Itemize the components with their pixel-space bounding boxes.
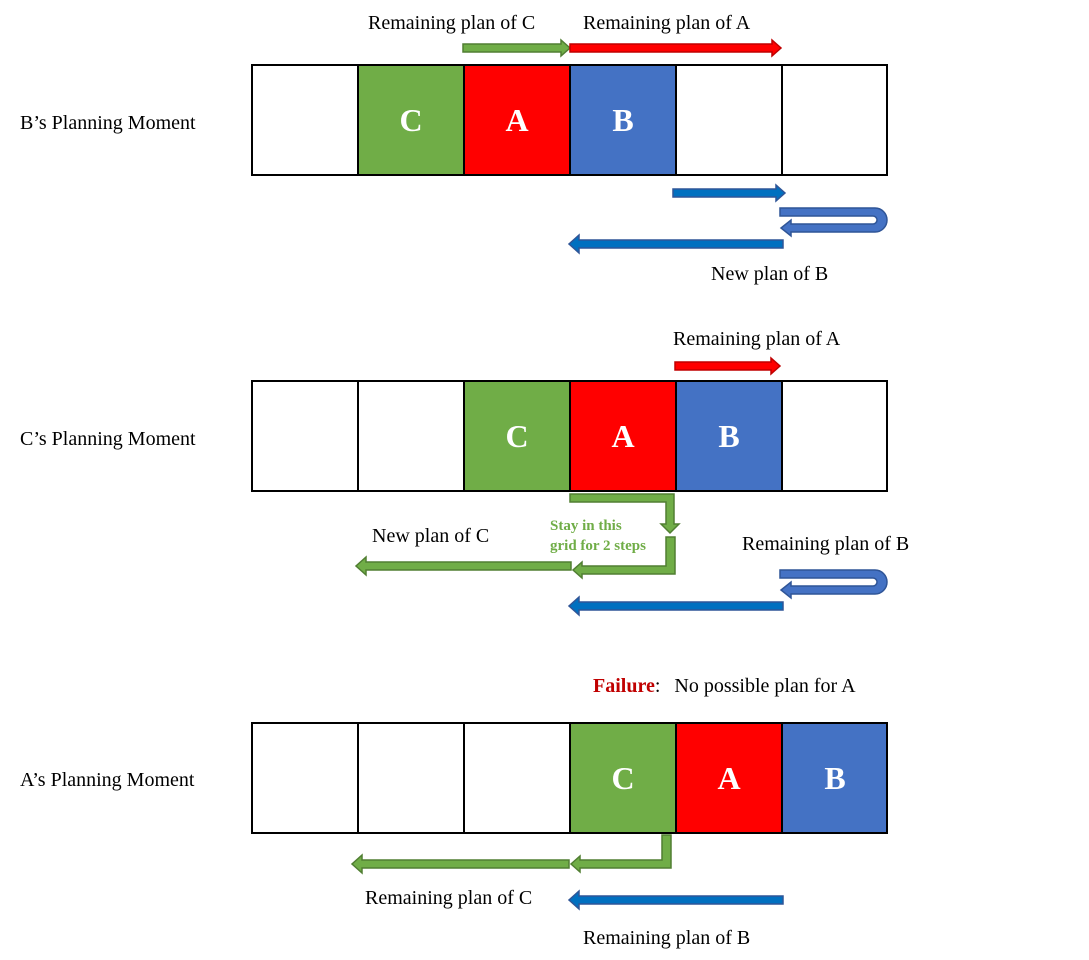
cell-letter-c: C xyxy=(505,418,528,454)
grid-cell xyxy=(463,722,571,834)
new-plan-b-arrow-out xyxy=(672,183,787,203)
new-plan-c-arrow xyxy=(354,555,572,577)
panel-c-planning: C’s Planning Moment Remaining plan of A … xyxy=(20,328,909,617)
moment-label-a: A’s Planning Moment xyxy=(20,769,195,791)
grid-row: C A B xyxy=(251,722,888,834)
cell-letter-b: B xyxy=(612,102,633,138)
new-plan-b-arrow-back xyxy=(567,233,784,255)
cell-letter-a: A xyxy=(611,418,634,454)
grid-cell-a xyxy=(569,380,677,492)
remaining-plan-b-label: Remaining plan of B xyxy=(583,927,750,949)
stay-note-line1: Stay in this xyxy=(550,518,622,534)
grid-cell xyxy=(251,722,359,834)
remaining-plan-c-arrow xyxy=(350,853,570,875)
grid-row: C A B xyxy=(251,64,888,176)
remaining-plan-b-arrow xyxy=(567,889,784,911)
grid-cell-b xyxy=(675,380,783,492)
moment-label-b: B’s Planning Moment xyxy=(20,112,196,134)
new-plan-b-label: New plan of B xyxy=(711,263,828,285)
grid-cell xyxy=(357,380,465,492)
remaining-plan-c-arrow xyxy=(462,38,572,58)
new-plan-b-uturn-arrow xyxy=(779,207,888,238)
cell-letter-a: A xyxy=(505,102,528,138)
grid-cell-a xyxy=(463,64,571,176)
remaining-plan-c-label: Remaining plan of C xyxy=(365,887,532,909)
remaining-plan-b-arrow xyxy=(567,595,784,617)
cell-letter-b: B xyxy=(824,760,845,796)
remaining-plan-c-bend-arrow xyxy=(569,834,672,874)
failure-separator: : xyxy=(655,675,661,697)
grid-cell xyxy=(251,380,359,492)
new-plan-c-label: New plan of C xyxy=(372,525,489,547)
grid-cell xyxy=(781,64,888,176)
grid-cell xyxy=(675,64,783,176)
panel-b-planning: B’s Planning Moment Remaining plan of C … xyxy=(20,12,888,285)
remaining-plan-b-uturn-arrow xyxy=(779,569,888,600)
remaining-plan-a-arrow xyxy=(674,356,782,376)
remaining-plan-a-arrow xyxy=(569,38,783,58)
new-plan-c-stay-arrow xyxy=(569,493,681,535)
grid-cell xyxy=(251,64,359,176)
panel-a-planning: Failure: No possible plan for A A’s Plann… xyxy=(20,675,888,949)
grid-cell-b xyxy=(569,64,677,176)
grid-cell xyxy=(357,722,465,834)
remaining-plan-c-label: Remaining plan of C xyxy=(368,12,535,34)
grid-cell-c xyxy=(357,64,465,176)
grid-cell-b xyxy=(781,722,888,834)
stay-note-line2: grid for 2 steps xyxy=(550,538,646,554)
remaining-plan-a-label: Remaining plan of A xyxy=(583,12,751,34)
cell-letter-a: A xyxy=(717,760,740,796)
remaining-plan-b-label: Remaining plan of B xyxy=(742,533,909,555)
new-plan-c-return-arrow xyxy=(571,536,676,580)
cell-letter-b: B xyxy=(718,418,739,454)
failure-message: Failure: No possible plan for A xyxy=(593,675,856,697)
failure-word: Failure xyxy=(593,675,655,697)
grid-row: C A B xyxy=(251,380,888,492)
cell-letter-c: C xyxy=(399,102,422,138)
failure-text: No possible plan for A xyxy=(674,675,856,697)
remaining-plan-a-label: Remaining plan of A xyxy=(673,328,841,350)
cell-letter-c: C xyxy=(611,760,634,796)
grid-cell xyxy=(781,380,888,492)
moment-label-c: C’s Planning Moment xyxy=(20,428,196,450)
